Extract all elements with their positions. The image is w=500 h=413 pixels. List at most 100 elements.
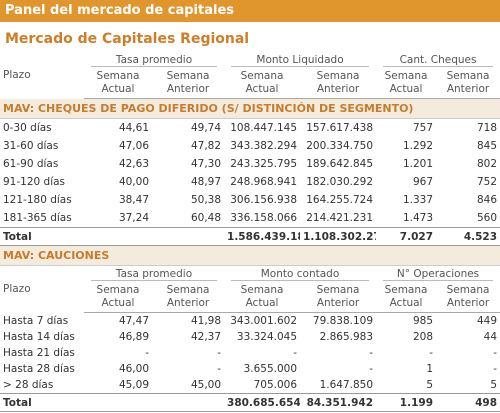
total-value: 7.027 — [376, 227, 437, 246]
total-value: 1.199 — [376, 393, 437, 412]
data-row: 91-120 días 40,00 48,97 248.968.941 182.030.… — [0, 173, 500, 191]
row-header: Plazo — [3, 283, 31, 296]
panel-title: Panel del mercado de capitales — [0, 0, 500, 22]
cell-value: 45,09 — [118, 379, 149, 391]
group-label: Monto Liquidado — [231, 54, 370, 67]
cell-value: 985 — [412, 315, 434, 327]
cell-value: 41,98 — [190, 315, 222, 327]
subheader-row: Semana Actual Semana Anterior Semana Actua… — [0, 68, 500, 99]
group-label: Tasa promedio — [91, 54, 218, 67]
total-value: 380.685.654 — [224, 393, 301, 412]
row-header: Plazo — [3, 69, 31, 82]
cell-value: 108.447.145 — [230, 122, 298, 134]
cell-value: 164.255.724 — [306, 194, 374, 206]
group-label: N° Operaciones — [383, 268, 494, 281]
cell-value: 60,48 — [190, 212, 222, 224]
cell-value: 343.001.602 — [230, 315, 298, 327]
row-label: Hasta 28 días — [3, 363, 75, 375]
cell-value: 845 — [476, 140, 498, 152]
cell-value: 1.292 — [402, 140, 434, 152]
cell-value: 243.325.795 — [230, 158, 298, 170]
data-row: 31-60 días 47,06 47,82 343.382.294 200.334.7… — [0, 137, 500, 155]
total-value: 498 — [436, 393, 500, 412]
cell-value: 200.334.750 — [306, 140, 374, 152]
group-header: N° Operaciones — [376, 266, 500, 283]
cell-value: - — [145, 347, 149, 359]
market-table: Plazo Tasa promedio Monto Liquidado Cant. C… — [0, 52, 500, 412]
data-row: 0-30 días 44,61 49,74 108.447.145 157.617.43… — [0, 119, 500, 138]
cell-value: 2.865.983 — [319, 331, 374, 343]
total-value — [152, 227, 225, 246]
cell-value: 42,37 — [190, 331, 222, 343]
cell-value: - — [429, 347, 434, 359]
total-row: Total 380.685.654 84.351.942 1.199 498 — [0, 393, 500, 412]
total-value — [84, 227, 152, 246]
cell-value: 214.421.231 — [306, 212, 374, 224]
row-label: Hasta 7 días — [3, 314, 69, 327]
cell-value: 208 — [412, 331, 434, 343]
cell-value: - — [493, 363, 498, 375]
cell-value: 757 — [412, 122, 434, 134]
cell-value: 44,61 — [118, 122, 149, 134]
row-label: 121-180 días — [3, 194, 72, 206]
cell-value: 37,24 — [118, 212, 149, 224]
total-label: Total — [0, 227, 84, 246]
group-header: Cant. Cheques — [376, 52, 500, 68]
cell-value: 157.617.438 — [306, 122, 374, 134]
subheader: Semana Anterior — [300, 282, 377, 313]
row-label: 0-30 días — [3, 122, 52, 134]
cell-value: - — [217, 363, 222, 375]
cell-value: 1.473 — [402, 212, 434, 224]
total-value — [152, 393, 225, 412]
cell-value: 1 — [426, 363, 434, 375]
cell-value: 343.382.294 — [230, 140, 298, 152]
section-title: MAV: CAUCIONES — [0, 245, 500, 266]
cell-value: 49,74 — [190, 122, 222, 134]
subheader: Semana Anterior — [152, 68, 225, 99]
total-value: 84.351.942 — [300, 393, 377, 412]
cell-value: 1.647.850 — [319, 379, 374, 391]
row-label: 31-60 días — [3, 140, 59, 152]
group-header-row: Plazo Tasa promedio Monto contado N° Operac… — [0, 266, 500, 295]
data-row: > 28 días 45,09 45,00 705.006 1.647.850 5 5 — [0, 377, 500, 394]
cell-value: 47,47 — [118, 315, 149, 327]
cell-value: 48,97 — [190, 176, 222, 188]
total-value: 4.523 — [436, 227, 500, 246]
data-row: 121-180 días 38,47 50,38 306.156.938 164.255… — [0, 191, 500, 209]
cell-value: 47,06 — [118, 140, 149, 152]
cell-value: - — [369, 347, 374, 359]
total-label: Total — [0, 393, 84, 412]
data-row: 61-90 días 42,63 47,30 243.325.795 189.642.8… — [0, 155, 500, 173]
subheader: Semana Actual — [224, 68, 301, 99]
cell-value: 50,38 — [190, 194, 222, 206]
section-row: MAV: CAUCIONES — [0, 245, 500, 266]
subheader: Semana Anterior — [152, 282, 225, 313]
group-header: Tasa promedio — [84, 266, 224, 283]
total-value: 1.108.302.279 — [300, 227, 377, 246]
cell-value: - — [493, 347, 498, 359]
group-header-row: Plazo Tasa promedio Monto Liquidado Cant. C… — [0, 52, 500, 81]
cell-value: 5 — [426, 379, 434, 391]
group-label: Monto contado — [231, 268, 370, 281]
cell-value: 47,82 — [190, 140, 222, 152]
row-label: > 28 días — [3, 379, 54, 391]
group-header: Monto contado — [224, 266, 376, 283]
subheader: Semana Actual — [84, 282, 152, 313]
cell-value: 45,00 — [190, 379, 222, 391]
subheader: Semana Anterior — [300, 68, 377, 99]
cell-value: 1.337 — [402, 194, 434, 206]
cell-value: 560 — [476, 212, 498, 224]
cell-value: 336.158.066 — [230, 212, 298, 224]
cell-value: 306.156.938 — [230, 194, 298, 206]
group-header: Monto Liquidado — [224, 52, 376, 68]
cell-value: 449 — [476, 315, 498, 327]
cell-value: 3.655.000 — [243, 363, 298, 375]
cell-value: 47,30 — [190, 158, 222, 170]
total-value: 1.586.439.180 — [224, 227, 301, 246]
subheader-row: Semana Actual Semana Anterior Semana Actua… — [0, 282, 500, 313]
row-label: 61-90 días — [3, 158, 59, 170]
cell-value: 46,00 — [118, 363, 149, 375]
row-label: Hasta 21 días — [3, 347, 75, 359]
group-label: Tasa promedio — [91, 268, 218, 281]
